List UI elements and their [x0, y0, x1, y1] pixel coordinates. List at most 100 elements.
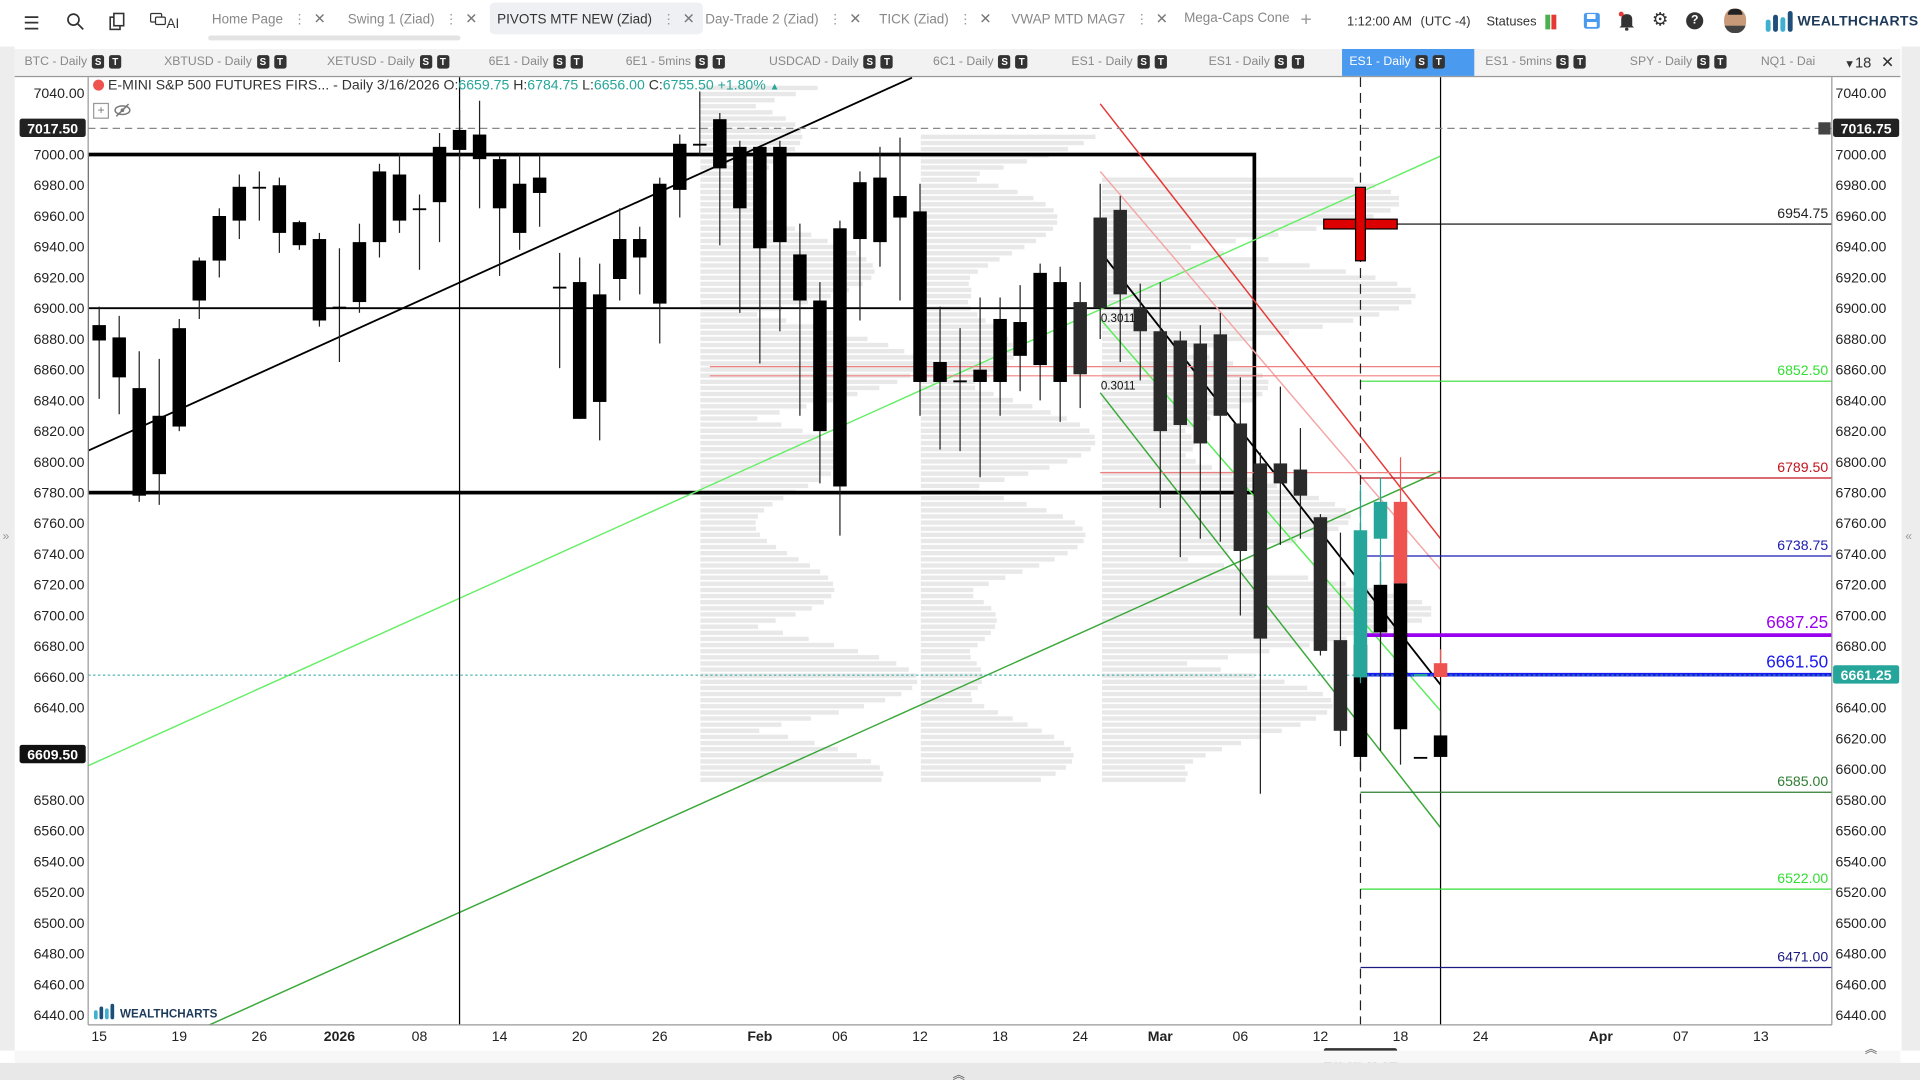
trade-badge[interactable]: T	[1714, 55, 1727, 69]
chart-tab[interactable]: SPY - Daily S T	[1622, 49, 1733, 76]
bottom-drawer-bar[interactable]: ︽	[0, 1062, 1920, 1082]
chart-tab[interactable]: XETUSD - Daily S T	[320, 49, 457, 76]
trade-badge[interactable]: T	[273, 55, 287, 69]
candle-body	[1173, 340, 1188, 425]
tab-menu-icon[interactable]: ⋮	[292, 12, 307, 27]
strategy-badge[interactable]: S	[998, 55, 1011, 69]
trade-badge[interactable]: T	[570, 55, 583, 69]
volume-profile-bar	[700, 704, 864, 709]
chart-tab[interactable]: NQ1 - Dai	[1753, 49, 1822, 76]
tab-menu-icon[interactable]: ⋮	[661, 12, 676, 27]
tabs-scrollbar[interactable]	[208, 35, 461, 41]
volume-profile-bar	[1102, 348, 1189, 354]
chart-tab[interactable]: ES1 - Daily S T	[1201, 49, 1311, 76]
ai-assistant-icon[interactable]: AI	[149, 12, 179, 32]
strategy-badge[interactable]: S	[553, 55, 566, 69]
chart-tab[interactable]: 6E1 - 5mins S T	[618, 49, 732, 76]
layout-tab[interactable]: Mega-Caps Cone	[1177, 2, 1297, 34]
chart-tab[interactable]: ES1 - 5mins S T	[1478, 49, 1594, 76]
expand-right-icon[interactable]: «	[1905, 530, 1913, 544]
crosshair-price-right-tag: 7016.75	[1833, 118, 1900, 137]
trade-badge[interactable]: T	[1154, 55, 1167, 69]
add-tab-icon[interactable]: +	[1300, 9, 1312, 31]
tab-menu-icon[interactable]: ⋮	[1134, 12, 1149, 27]
layout-tab[interactable]: PIVOTS MTF NEW (Ziad) ⋮ ✕	[489, 2, 703, 35]
chart-tab[interactable]: XBTUSD - Daily S T	[157, 49, 294, 76]
notifications-bell-icon[interactable]	[1618, 11, 1636, 37]
strategy-badge[interactable]: S	[419, 55, 432, 69]
candle-body	[1153, 331, 1168, 432]
chart-tab[interactable]: USDCAD - Daily S T	[762, 49, 901, 76]
trade-badge[interactable]: T	[1432, 55, 1445, 69]
tab-menu-icon[interactable]: ⋮	[828, 12, 842, 27]
strategy-badge[interactable]: S	[1556, 55, 1570, 69]
chart-tab[interactable]: ES1 - Daily S T	[1342, 48, 1475, 76]
volume-profile-bar	[920, 606, 992, 611]
chart-tab[interactable]: 6C1 - Daily S T	[926, 49, 1036, 76]
open-drawer-chevron-icon[interactable]: ︽	[952, 1068, 965, 1082]
close-tab-icon[interactable]: ✕	[979, 9, 992, 27]
search-icon[interactable]	[66, 12, 84, 35]
hide-indicators-eye-icon[interactable]	[114, 103, 131, 121]
user-avatar[interactable]	[1724, 8, 1747, 34]
expand-left-icon[interactable]: »	[2, 530, 10, 544]
strategy-badge[interactable]: S	[863, 55, 876, 69]
left-collapse-strip[interactable]: »	[0, 46, 15, 1051]
layout-tab[interactable]: Day-Trade 2 (Ziad) ⋮ ✕	[698, 2, 869, 34]
volume-profile-bar	[920, 422, 1081, 427]
volume-profile-bar	[700, 544, 777, 550]
trade-badge[interactable]: T	[109, 55, 122, 69]
chart-tab[interactable]: BTC - Daily S T	[17, 49, 129, 76]
time-axis-tick: 12	[912, 1028, 928, 1044]
close-chart-icon[interactable]: ✕	[1880, 52, 1895, 72]
volume-profile-bar	[700, 404, 807, 409]
trade-badge[interactable]: T	[1015, 55, 1028, 69]
expand-panel-chevron-icon[interactable]: ︽	[1864, 1043, 1878, 1057]
layout-tab[interactable]: VWAP MTD MAG7 ⋮ ✕	[1004, 2, 1175, 34]
volume-profile-bar	[700, 214, 767, 219]
strategy-badge[interactable]: S	[1137, 55, 1150, 69]
left-price-tick: 6500.00	[34, 915, 85, 931]
close-tab-icon[interactable]: ✕	[682, 9, 695, 27]
volume-profile-bar	[700, 710, 839, 715]
trade-badge[interactable]: T	[713, 55, 726, 69]
hamburger-menu-icon[interactable]: ☰	[23, 13, 40, 35]
settings-gear-icon[interactable]: ⚙	[1651, 9, 1669, 31]
help-icon[interactable]: ?	[1686, 12, 1704, 30]
tabs-overflow-dropdown[interactable]: ▼18	[1844, 54, 1871, 71]
close-tab-icon[interactable]: ✕	[465, 9, 478, 27]
trade-badge[interactable]: T	[436, 55, 450, 69]
layout-tab[interactable]: Swing 1 (Ziad) ⋮ ✕	[340, 2, 484, 34]
candle-body	[232, 186, 247, 221]
close-tab-icon[interactable]: ✕	[849, 9, 862, 27]
add-indicator-icon[interactable]: +	[93, 102, 109, 119]
chart-tab[interactable]: 6E1 - Daily S T	[481, 49, 590, 76]
close-tab-icon[interactable]: ✕	[1155, 9, 1169, 27]
tab-menu-icon[interactable]: ⋮	[444, 12, 458, 27]
right-collapse-strip[interactable]: «	[1901, 46, 1920, 1051]
strategy-badge[interactable]: S	[1274, 55, 1287, 69]
layout-tab[interactable]: Home Page ⋮ ✕	[204, 2, 333, 34]
strategy-badge[interactable]: S	[695, 55, 709, 69]
copy-layout-icon[interactable]	[109, 12, 126, 35]
save-icon[interactable]	[1583, 12, 1600, 35]
drawing-trendline	[1099, 103, 1442, 540]
statuses-button[interactable]: Statuses	[1486, 14, 1537, 30]
symbol-name[interactable]: E-MINI S&P 500 FUTURES FIRS... - Daily	[108, 78, 374, 94]
status-error-indicator	[1551, 14, 1557, 30]
legend-date: 3/16/2026	[376, 78, 440, 94]
strategy-badge[interactable]: S	[256, 55, 270, 69]
trade-badge[interactable]: T	[1291, 55, 1305, 69]
strategy-badge[interactable]: S	[1415, 55, 1428, 69]
layout-tab[interactable]: TICK (Ziad) ⋮ ✕	[872, 2, 999, 34]
tab-menu-icon[interactable]: ⋮	[958, 12, 973, 27]
trade-badge[interactable]: T	[1574, 55, 1587, 69]
strategy-badge[interactable]: S	[91, 55, 105, 69]
strategy-badge[interactable]: S	[1697, 55, 1710, 69]
close-tab-icon[interactable]: ✕	[313, 9, 326, 27]
chart-tab[interactable]: ES1 - Daily S T	[1064, 49, 1174, 76]
candle-body	[472, 134, 487, 160]
volume-profile-bar	[700, 679, 918, 685]
trade-badge[interactable]: T	[880, 55, 894, 69]
